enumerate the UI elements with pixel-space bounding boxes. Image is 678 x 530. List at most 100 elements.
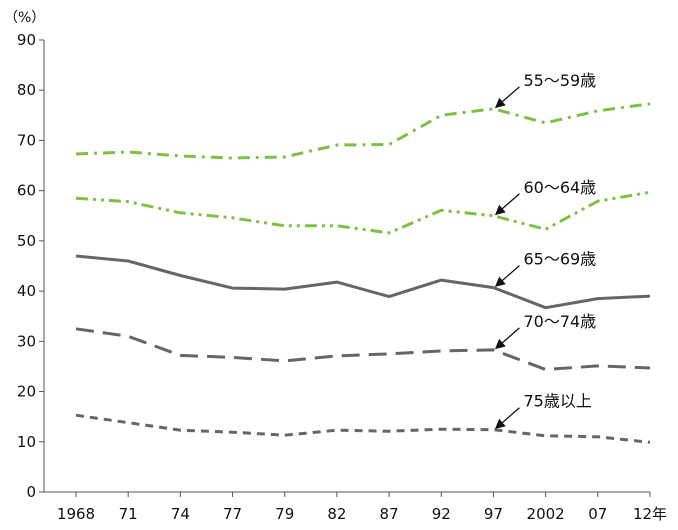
series-1-point: [492, 107, 495, 110]
x-tick-label: 92: [432, 505, 451, 523]
series-2-point: [596, 200, 599, 203]
y-tick-label: 50: [17, 232, 36, 250]
series-4-point: [440, 349, 443, 352]
series-5-point: [179, 429, 182, 432]
series-1-point: [544, 121, 547, 124]
series-5-point: [75, 414, 78, 417]
series-2-point: [440, 209, 443, 212]
series-3-point: [440, 279, 443, 282]
series-3-point: [492, 286, 495, 289]
x-tick-label: 71: [119, 505, 138, 523]
series-1-point: [649, 102, 652, 105]
series-1-point: [440, 114, 443, 117]
annotation-arrow: [494, 86, 520, 109]
series-line-4: [75, 327, 651, 371]
series-2-point: [231, 216, 234, 219]
x-tick-label: 82: [327, 505, 346, 523]
series-1-point: [388, 143, 391, 146]
series-label-4: 70〜74歳: [523, 312, 596, 331]
series-3-point: [388, 295, 391, 298]
series-3-point: [231, 287, 234, 290]
annotation-arrow: [494, 327, 520, 350]
series-4-point: [231, 356, 234, 359]
series-1-point: [75, 153, 78, 156]
series-5-point: [596, 435, 599, 438]
series-3-point: [544, 306, 547, 309]
series-3-point: [596, 297, 599, 300]
series-4-point: [544, 368, 547, 371]
x-tick-label: 1968: [57, 505, 95, 523]
series-line-5: [75, 413, 651, 444]
x-tick-label: 77: [223, 505, 242, 523]
y-tick-label: 60: [17, 182, 36, 200]
series-3-point: [335, 281, 338, 284]
series-4-point: [179, 354, 182, 357]
series-1-point: [179, 155, 182, 158]
series-1-point: [231, 157, 234, 160]
series-2-point: [544, 228, 547, 231]
x-tick-label: 2002: [527, 505, 565, 523]
series-2-point: [283, 224, 286, 227]
x-tick-label: 12年: [633, 505, 667, 523]
series-1-point: [127, 150, 130, 153]
series-5-point: [231, 431, 234, 434]
series-5-point: [335, 429, 338, 432]
y-tick-label: 70: [17, 131, 36, 149]
annotation-arrow: [494, 193, 520, 216]
series-line-2: [75, 190, 651, 235]
series-3-point: [75, 254, 78, 257]
series-5-point: [649, 441, 652, 444]
series-4-point: [388, 352, 391, 355]
x-tick-label: 07: [588, 505, 607, 523]
series-4-point: [492, 348, 495, 351]
series-layer: [75, 102, 652, 444]
label-layer: 55〜59歳 60〜64歳 65〜69歳 70〜74歳 75歳以上: [494, 71, 596, 430]
series-label-3: 65〜69歳: [523, 250, 596, 269]
series-4-point: [127, 335, 130, 338]
annotation-arrow: [494, 265, 520, 287]
series-5-point: [388, 430, 391, 433]
series-5-point: [283, 434, 286, 437]
series-label-2: 60〜64歳: [523, 178, 596, 197]
series-4-point: [596, 364, 599, 367]
y-tick-label: 10: [17, 433, 36, 451]
y-tick-label: 90: [17, 31, 36, 49]
series-5-point: [127, 421, 130, 424]
x-tick-label: 87: [380, 505, 399, 523]
y-tick-label: 20: [17, 383, 36, 401]
series-4-point: [335, 354, 338, 357]
series-2-point: [492, 214, 495, 217]
series-label-1: 55〜59歳: [523, 71, 596, 90]
series-5-point: [440, 428, 443, 431]
x-tick-label: 97: [484, 505, 503, 523]
series-line-1: [75, 102, 651, 160]
series-1-point: [596, 109, 599, 112]
series-2-point: [388, 231, 391, 234]
series-1-point: [283, 156, 286, 159]
series-1-point: [335, 143, 338, 146]
annotation-arrow: [494, 407, 520, 430]
y-tick-label: 80: [17, 81, 36, 99]
series-3-point: [283, 288, 286, 291]
y-axis-unit-label: （%）: [4, 10, 45, 26]
series-2-point: [649, 191, 652, 194]
series-2-point: [179, 211, 182, 214]
axes: 0 10 20 30 40 50 60 70 80 90 1968 71 74 77 79 82 87 92 97 2…: [17, 31, 667, 523]
series-2-point: [127, 200, 130, 203]
series-5-point: [492, 428, 495, 431]
series-5-point: [544, 434, 547, 437]
series-3-point: [127, 259, 130, 262]
series-4-point: [283, 359, 286, 362]
series-3-point: [179, 274, 182, 277]
series-2-point: [75, 197, 78, 200]
series-label-5: 75歳以上: [523, 392, 591, 411]
series-4-point: [75, 327, 78, 330]
x-tick-label: 79: [275, 505, 294, 523]
series-4-point: [649, 366, 652, 369]
series-2-point: [335, 224, 338, 227]
y-tick-label: 40: [17, 282, 36, 300]
series-line-3: [75, 254, 651, 310]
x-tick-label: 74: [171, 505, 190, 523]
series-3-point: [649, 295, 652, 298]
